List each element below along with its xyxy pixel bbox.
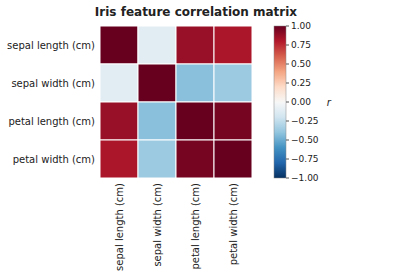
- colorbar-tick-label: −0.75: [291, 154, 319, 164]
- x-tick-label: sepal width (cm): [152, 183, 163, 267]
- colorbar-tick: [286, 121, 289, 122]
- heatmap-cell: [176, 102, 214, 140]
- colorbar-tick: [286, 45, 289, 46]
- colorbar-tick-label: 0.25: [291, 78, 311, 88]
- colorbar-tick-label: 1.00: [291, 21, 311, 31]
- colorbar-tick-label: −0.25: [291, 116, 319, 126]
- chart-svg: Iris feature correlation matrix sepal len…: [0, 0, 400, 280]
- colorbar-tick: [286, 83, 289, 84]
- heatmap-cell: [100, 26, 138, 64]
- colorbar-tick: [286, 140, 289, 141]
- heatmap-cell: [214, 64, 252, 102]
- x-tick-label: sepal length (cm): [114, 183, 125, 271]
- heatmap-cell: [176, 140, 214, 178]
- chart-title: Iris feature correlation matrix: [95, 5, 298, 19]
- heatmap-cell: [214, 102, 252, 140]
- y-tick-label: sepal width (cm): [11, 78, 95, 89]
- heatmap-cell: [138, 26, 176, 64]
- heatmap-cell: [100, 64, 138, 102]
- y-tick-label: petal width (cm): [13, 154, 95, 165]
- heatmap-cell: [176, 64, 214, 102]
- x-tick-label: petal length (cm): [190, 183, 201, 270]
- colorbar-tick-label: 0.50: [291, 59, 311, 69]
- colorbar-tick-label: 0.00: [291, 97, 311, 107]
- heatmap-cell: [176, 26, 214, 64]
- colorbar-tick-label: −0.50: [291, 135, 319, 145]
- colorbar-tick: [286, 102, 289, 103]
- heatmap-cell: [100, 102, 138, 140]
- x-tick-label: petal width (cm): [228, 183, 239, 265]
- chart-container: Iris feature correlation matrix sepal len…: [0, 0, 400, 280]
- colorbar: [274, 26, 286, 178]
- colorbar-tick: [286, 64, 289, 65]
- colorbar-tick: [286, 26, 289, 27]
- colorbar-tick: [286, 159, 289, 160]
- colorbar-tick: [286, 178, 289, 179]
- heatmap-cell: [138, 64, 176, 102]
- heatmap-cell: [138, 140, 176, 178]
- heatmap-cell: [214, 26, 252, 64]
- heatmap-cell: [100, 140, 138, 178]
- heatmap-cells: [100, 26, 252, 178]
- y-tick-label: petal length (cm): [8, 116, 95, 127]
- heatmap-cell: [138, 102, 176, 140]
- heatmap-cell: [214, 140, 252, 178]
- colorbar-label: r: [327, 97, 332, 108]
- colorbar-tick-label: 0.75: [291, 40, 311, 50]
- colorbar-tick-label: −1.00: [291, 173, 319, 183]
- y-tick-label: sepal length (cm): [7, 40, 95, 51]
